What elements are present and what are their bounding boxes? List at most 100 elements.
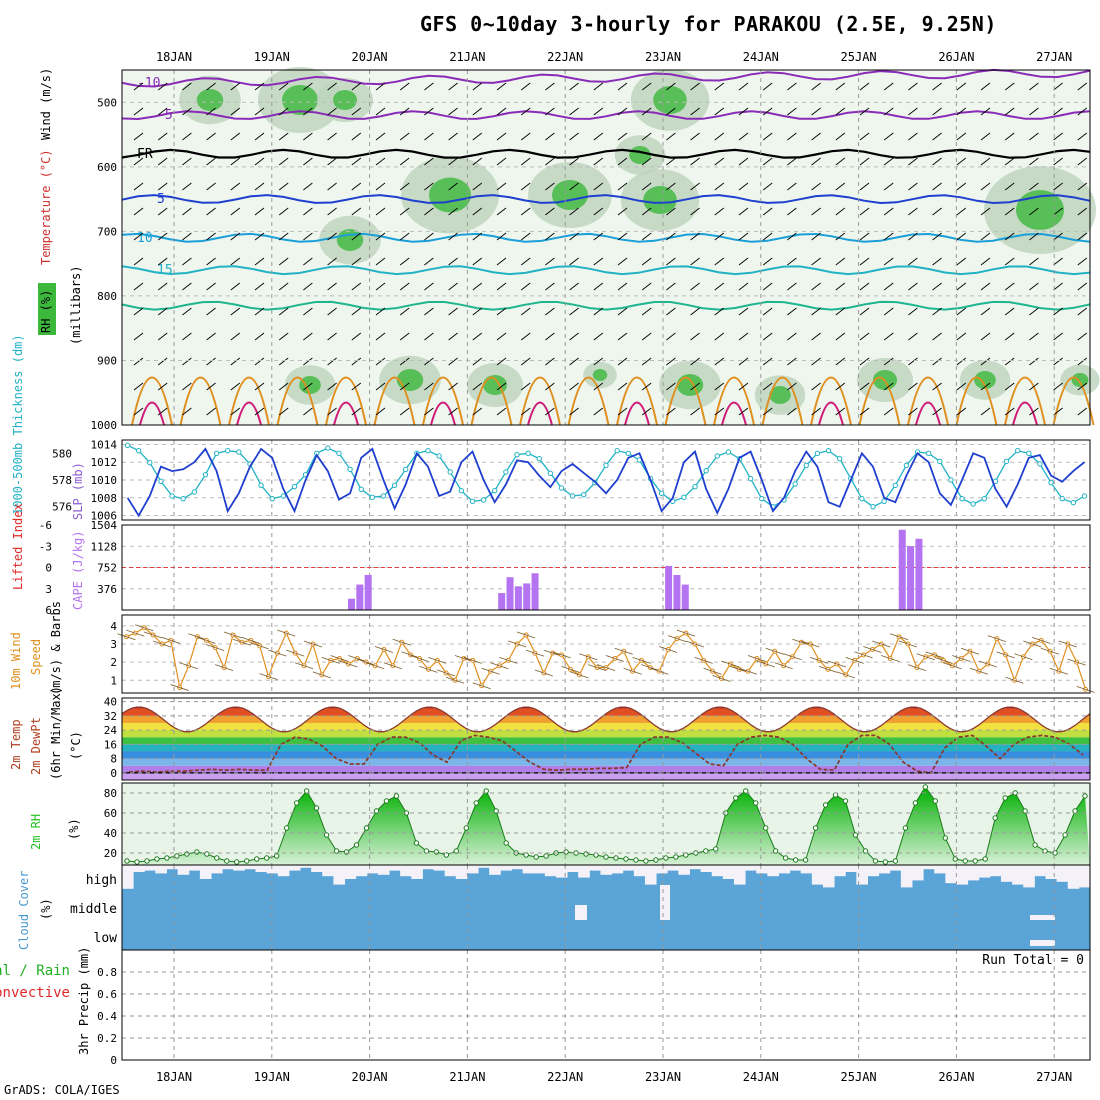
chart-title: GFS 0~10day 3-hourly for PARAKOU (2.5E, … xyxy=(420,12,997,36)
temp2m-tick-label: 8 xyxy=(110,753,117,766)
wind-barb xyxy=(496,182,507,191)
wind-barb xyxy=(1004,282,1015,291)
temp2m-ylabel-b: 2m DewPt xyxy=(29,717,43,775)
wind-barb xyxy=(787,132,797,141)
isotherm-arc xyxy=(228,376,270,426)
wind-barb xyxy=(399,107,410,116)
thickness-tick-label: 578 xyxy=(52,474,72,487)
rh2m-point xyxy=(264,855,270,861)
wind10m-barb xyxy=(357,658,376,666)
thickness-point xyxy=(792,481,798,487)
thickness-point xyxy=(925,450,932,457)
wind-barb xyxy=(472,207,483,216)
wind-barb xyxy=(375,307,386,316)
wind-barb xyxy=(496,232,507,241)
cloud-high-bar xyxy=(900,865,913,888)
wind-barb xyxy=(206,107,216,116)
wind-barb xyxy=(932,82,942,91)
wind-barb xyxy=(206,357,216,366)
rh2m-point xyxy=(144,858,150,864)
wind-barb xyxy=(303,282,313,291)
wind10m-barb xyxy=(241,637,260,644)
thickness-point xyxy=(425,447,431,454)
slp-ylabel: SLP (mb) xyxy=(71,462,85,520)
rh2m-point xyxy=(733,795,739,801)
wind-barb xyxy=(1004,257,1015,266)
wind-barb xyxy=(545,307,555,316)
wind-barb xyxy=(787,282,797,291)
wind-barb xyxy=(762,232,773,241)
cape-panel-frame xyxy=(121,524,1091,611)
wind-barb xyxy=(787,182,797,191)
wind-barb xyxy=(375,182,386,191)
thickness-panel-frame xyxy=(121,439,1091,521)
wind10m-barb xyxy=(516,631,536,639)
thickness-point xyxy=(236,449,242,455)
wind10m-barb xyxy=(552,651,571,659)
rh-contour-core xyxy=(396,369,424,391)
upper-ylabel-temp: Temperature (°C) xyxy=(39,149,53,265)
wind-barb xyxy=(956,157,967,166)
wind-barb xyxy=(908,407,918,416)
li-tick-label: -6 xyxy=(39,519,52,532)
cloud-high-bar xyxy=(355,865,368,877)
wind-barb xyxy=(666,82,676,91)
rh-contour-core xyxy=(333,90,357,110)
rh2m-point xyxy=(363,825,370,831)
wind10m-barb xyxy=(215,664,234,671)
wind-barb xyxy=(714,132,725,141)
wind-barb xyxy=(520,382,531,391)
precip-tick-label: 0 xyxy=(110,1054,117,1067)
wind-barb xyxy=(182,182,192,191)
rh2m-point xyxy=(902,825,909,831)
cloud-high-bar xyxy=(722,865,735,879)
wind-barb xyxy=(593,232,604,241)
cloud-high-bar xyxy=(555,865,568,878)
cloud-high-bar xyxy=(500,865,512,871)
wind-barb xyxy=(1029,107,1039,116)
rh2m-point xyxy=(333,848,340,854)
wind10m-barb xyxy=(747,655,767,662)
rh2m-point xyxy=(204,851,210,857)
isotherm-arc-hot xyxy=(527,401,553,426)
wind10m-barb xyxy=(721,660,740,668)
wind-barb xyxy=(303,257,313,266)
rh-contour-core xyxy=(282,85,318,115)
wind-barb xyxy=(569,132,579,141)
wind-barb xyxy=(932,182,942,191)
wind-barb xyxy=(690,257,700,266)
cape-bar xyxy=(364,574,372,610)
wind-barb xyxy=(448,107,458,116)
temp2m-band xyxy=(122,730,1090,738)
wind-barb xyxy=(956,207,967,216)
wind-barb xyxy=(303,132,313,141)
wind-barb xyxy=(424,182,434,191)
rh2m-point xyxy=(573,850,579,856)
wind-barb xyxy=(980,232,991,241)
wind10m-barb xyxy=(392,638,411,646)
wind-barb xyxy=(206,257,216,266)
thickness-point xyxy=(703,467,709,474)
isotherm-line xyxy=(121,110,1091,121)
wind-barb xyxy=(593,107,604,116)
wind-barb xyxy=(690,382,700,391)
isotherm-arc xyxy=(131,376,173,426)
wind-barb xyxy=(835,132,846,141)
wind-barb xyxy=(133,382,144,391)
wind-barb xyxy=(351,232,362,241)
wind-barb xyxy=(1029,357,1039,366)
wind10m-barb xyxy=(250,642,269,650)
wind-barb xyxy=(593,382,604,391)
wind-barb xyxy=(1077,307,1088,316)
wind-barb xyxy=(545,282,555,291)
wind-barb xyxy=(569,307,579,316)
cloud-high-bar xyxy=(400,865,412,877)
wind-barb xyxy=(811,382,821,391)
wind-barb xyxy=(545,207,555,216)
wind-barb xyxy=(690,407,700,416)
wind-barb xyxy=(351,82,362,91)
temp2m-ylabel-a: 2m Temp xyxy=(9,719,23,770)
cloud-high-bar xyxy=(978,865,991,878)
wind-barb xyxy=(883,182,894,191)
wind10m-barb xyxy=(1005,676,1024,684)
